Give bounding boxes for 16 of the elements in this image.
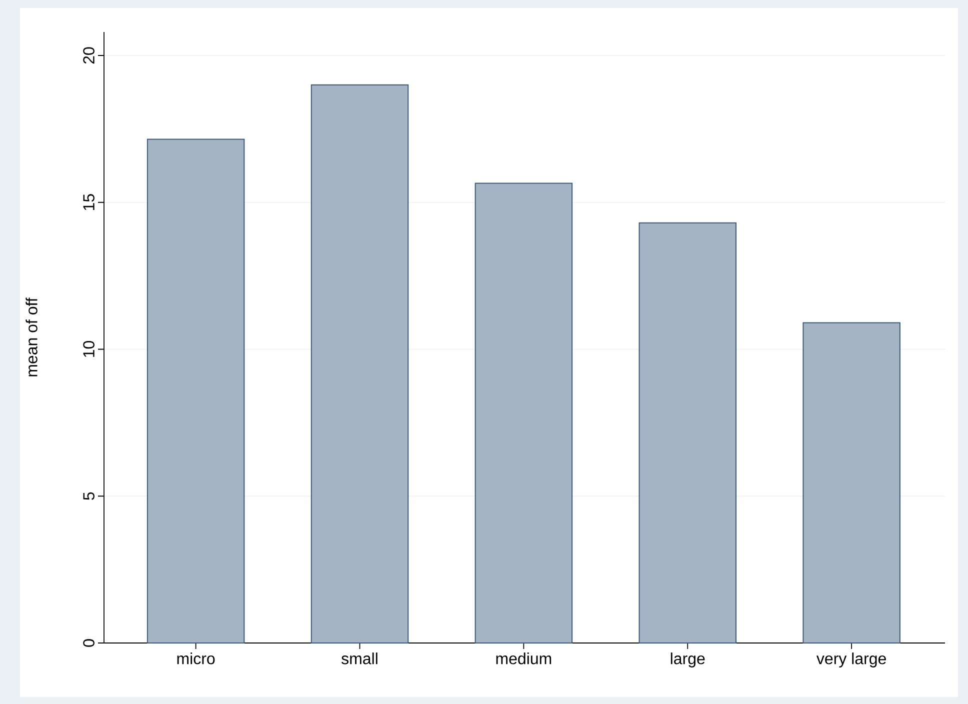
bar [474,182,573,644]
bar [310,84,409,644]
y-tick-label: 20 [83,47,94,64]
x-tick-label: micro [177,652,215,664]
x-tick-label: small [342,652,378,664]
bar [802,322,900,644]
bar [146,138,245,644]
y-tick-label: 5 [83,492,94,500]
y-tick-label: 10 [83,340,94,357]
x-tick-label: medium [496,652,552,664]
y-axis-title: mean of off [26,298,38,376]
y-tick-label: 0 [83,639,94,647]
x-tick-label: very large [816,652,886,668]
x-tick-label: large [670,652,705,668]
bar [638,222,736,644]
y-tick-label: 15 [83,194,94,210]
